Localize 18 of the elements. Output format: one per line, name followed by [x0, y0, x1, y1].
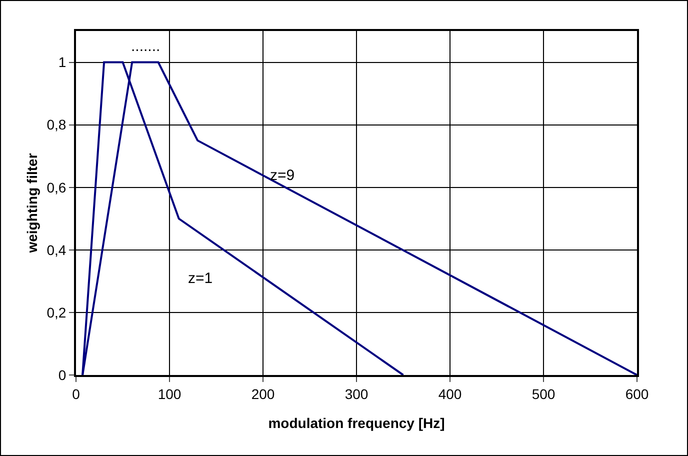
x-tick-label: 100: [158, 386, 182, 402]
x-axis-title: modulation frequency [Hz]: [268, 415, 445, 431]
x-tick-label: 400: [438, 386, 462, 402]
y-tick-label: 1: [58, 54, 66, 70]
series-label: z=9: [270, 167, 295, 184]
y-tick-label: 0: [58, 366, 66, 383]
x-tick-label: 0: [72, 386, 80, 402]
x-tick-label: 600: [625, 386, 649, 402]
x-tick-label: 500: [532, 386, 556, 402]
y-tick-label: 0,6: [46, 179, 66, 196]
x-tick-label: 200: [251, 386, 275, 402]
y-tick-label: 0,2: [46, 304, 66, 320]
annotation: .......: [131, 38, 160, 55]
y-tick-label: 0,8: [46, 116, 66, 133]
y-tick-label: 0,4: [46, 242, 66, 258]
x-tick-label: 300: [344, 386, 368, 402]
series-label: z=1: [188, 270, 213, 287]
y-axis-title: weighting filter: [24, 152, 40, 254]
